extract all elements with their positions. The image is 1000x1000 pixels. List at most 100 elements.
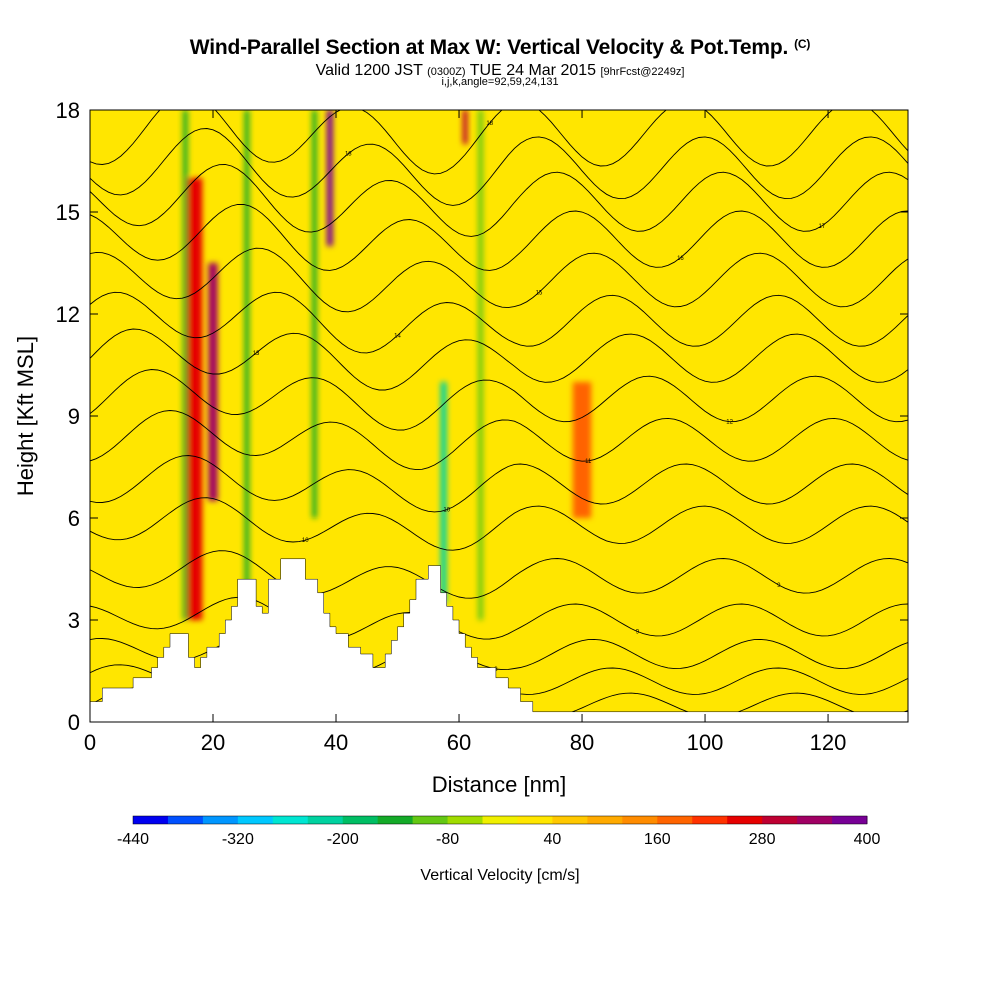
valid-date: TUE 24 Mar 2015 bbox=[469, 62, 597, 79]
theta-contour-label: 10 bbox=[302, 538, 309, 544]
y-tick-label: 12 bbox=[56, 302, 80, 327]
colorbar-swatch bbox=[692, 816, 728, 824]
colorbar-swatch bbox=[342, 816, 379, 824]
colorbar-tick-label: -320 bbox=[222, 831, 254, 848]
velocity-feature bbox=[244, 110, 250, 586]
colorbar-swatch bbox=[727, 816, 763, 824]
colorbar-swatch bbox=[447, 816, 484, 824]
theta-contour bbox=[90, 455, 908, 513]
chart-subtitle: Valid 1200 JST (0300Z) TUE 24 Mar 2015 [… bbox=[0, 62, 1000, 80]
colorbar-swatch bbox=[202, 816, 239, 824]
colorbar-swatch bbox=[133, 816, 169, 824]
y-tick-label: 0 bbox=[68, 710, 80, 735]
x-tick-label: 120 bbox=[810, 730, 847, 755]
theta-contour bbox=[90, 110, 908, 175]
theta-contour-label: 11 bbox=[585, 459, 592, 465]
velocity-feature bbox=[326, 110, 333, 246]
theta-contour bbox=[90, 164, 908, 237]
velocity-feature bbox=[440, 382, 447, 603]
theta-contour bbox=[90, 497, 908, 551]
colorbar: -440 -320 -200 -80 40 160 280 400 bbox=[117, 815, 881, 848]
theta-contour-label: 16 bbox=[677, 256, 684, 262]
velocity-feature bbox=[572, 382, 592, 518]
colorbar-tick-label: -80 bbox=[436, 831, 459, 848]
colorbar-swatch bbox=[307, 816, 344, 824]
theta-contour-label: 18 bbox=[486, 121, 493, 127]
theta-contours: 888991010111213141516171818 bbox=[90, 110, 908, 722]
theta-contour-label: 9 bbox=[777, 583, 781, 589]
colorbar-frame bbox=[132, 815, 868, 825]
theta-contour bbox=[90, 410, 908, 471]
x-tick-label: 0 bbox=[84, 730, 96, 755]
indices-line: i,j,k,angle=92,59,24,131 bbox=[441, 76, 559, 88]
colorbar-swatch bbox=[412, 816, 449, 824]
velocity-feature bbox=[462, 110, 468, 144]
x-tick-label: 40 bbox=[324, 730, 348, 755]
velocity-feature bbox=[312, 110, 317, 518]
colorbar-swatch bbox=[762, 816, 798, 824]
colorbar-swatch bbox=[832, 816, 868, 824]
theta-contour bbox=[90, 128, 908, 206]
y-tick-label: 3 bbox=[68, 608, 80, 633]
colorbar-swatch bbox=[517, 816, 553, 824]
y-tick-label: 15 bbox=[56, 200, 80, 225]
colorbar-swatch bbox=[552, 816, 588, 824]
colorbar-swatch bbox=[482, 816, 518, 824]
x-tick-label: 80 bbox=[570, 730, 594, 755]
colorbar-swatch bbox=[587, 816, 623, 824]
theta-contour bbox=[90, 596, 908, 640]
theta-contour-label: 10 bbox=[443, 508, 450, 514]
theta-contour-label: 12 bbox=[726, 420, 733, 426]
colorbar-tick-label: -440 bbox=[117, 831, 149, 848]
theta-contour-label: 13 bbox=[253, 351, 260, 357]
terrain-mask bbox=[90, 558, 908, 722]
y-tick-label: 18 bbox=[56, 98, 80, 123]
theta-contour-label: 14 bbox=[394, 333, 401, 339]
colorbar-swatch bbox=[797, 816, 833, 824]
velocity-features bbox=[182, 110, 592, 620]
theta-contour bbox=[90, 328, 908, 391]
colorbar-swatch bbox=[272, 816, 309, 824]
chart-title: Wind-Parallel Section at Max W: Vertical… bbox=[0, 36, 1000, 60]
colorbar-tick-label: 160 bbox=[644, 831, 671, 848]
theta-contour-label: 8 bbox=[494, 667, 498, 673]
colorbar-swatch bbox=[657, 816, 693, 824]
x-tick-label: 60 bbox=[447, 730, 471, 755]
theta-contour bbox=[90, 291, 908, 354]
title-text: Wind-Parallel Section at Max W: Vertical… bbox=[189, 36, 789, 59]
x-axis-title: Distance [nm] bbox=[432, 772, 567, 797]
colorbar-swatch bbox=[237, 816, 274, 824]
colorbar-tick-label: -200 bbox=[327, 831, 359, 848]
y-tick-label: 9 bbox=[68, 404, 80, 429]
velocity-feature bbox=[182, 110, 188, 620]
x-tick-label: 20 bbox=[201, 730, 225, 755]
colorbar-tick-label: 280 bbox=[749, 831, 776, 848]
colorbar-swatch bbox=[167, 816, 204, 824]
axes: 0 20 40 60 80 100 120 0 3 6 9 12 15 18 bbox=[56, 98, 908, 755]
copyright-mark: (C) bbox=[794, 37, 811, 51]
forecast-info: [9hrFcst@2249z] bbox=[600, 66, 685, 78]
colorbar-title: Vertical Velocity [cm/s] bbox=[420, 867, 579, 884]
colorbar-tick-label: 400 bbox=[854, 831, 881, 848]
colorbar-swatch bbox=[377, 816, 414, 824]
theta-contour-label: 15 bbox=[536, 290, 543, 296]
theta-contour-label: 17 bbox=[819, 224, 826, 230]
y-axis-title: Height [Kft MSL] bbox=[13, 336, 38, 496]
y-tick-label: 6 bbox=[68, 506, 80, 531]
theta-contour bbox=[90, 247, 908, 313]
velocity-feature bbox=[478, 110, 484, 620]
colorbar-swatch bbox=[622, 816, 658, 824]
x-tick-label: 100 bbox=[687, 730, 724, 755]
velocity-feature bbox=[208, 263, 218, 501]
theta-contour-label: 9 bbox=[636, 629, 640, 635]
plot-area: 888991010111213141516171818 bbox=[90, 110, 908, 722]
theta-contour bbox=[90, 204, 908, 271]
theta-contour bbox=[90, 550, 908, 599]
valid-utc: (0300Z) bbox=[427, 66, 466, 78]
velocity-feature bbox=[186, 178, 203, 620]
colorbar-tick-label: 40 bbox=[544, 831, 562, 848]
theta-contour-label: 18 bbox=[345, 152, 352, 158]
theta-contour bbox=[90, 369, 908, 431]
valid-prefix: Valid 1200 JST bbox=[315, 62, 423, 79]
